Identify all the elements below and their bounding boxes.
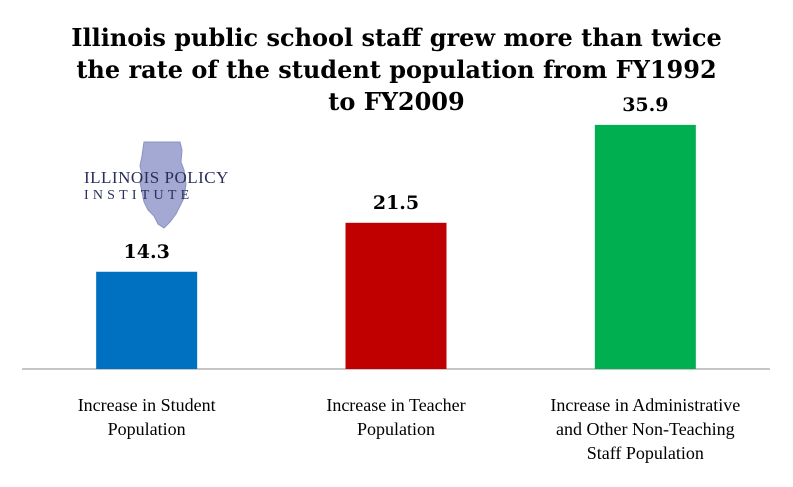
value-labels-group: 14.3 21.5 35.9 <box>124 94 669 263</box>
logo-text-line-2: INSTITUTE <box>84 188 194 203</box>
chart-title-line-3: to FY2009 <box>328 87 465 116</box>
category-label-1-line-2: Population <box>108 419 186 439</box>
chart-title: Illinois public school staff grew more t… <box>0 22 793 118</box>
category-label-2-line-1: Increase in Teacher <box>326 395 465 415</box>
category-label-1-line-1: Increase in Student <box>78 395 216 415</box>
value-label-2: 21.5 <box>373 192 419 214</box>
bars-group <box>96 124 696 369</box>
illinois-state-icon <box>139 141 187 229</box>
category-label-2-line-2: Population <box>357 419 435 439</box>
category-labels-group: Increase in Student Population Increase in… <box>78 395 741 463</box>
category-label-3-line-2: and Other Non-Teaching <box>556 419 735 439</box>
category-label-3-line-3: Staff Population <box>587 443 704 463</box>
chart-title-line-1: Illinois public school staff grew more t… <box>71 23 722 52</box>
category-label-3-line-1: Increase in Administrative <box>550 395 740 415</box>
value-label-1: 14.3 <box>124 241 170 263</box>
logo-text-line-1: ILLINOIS POLICY <box>84 168 229 187</box>
value-label-3: 35.9 <box>622 94 668 116</box>
bar-2 <box>345 222 447 369</box>
chart-title-line-2: the rate of the student population from … <box>76 55 717 84</box>
bar-1 <box>96 271 198 369</box>
bar-3 <box>594 124 696 369</box>
illinois-policy-institute-logo: ILLINOIS POLICY INSTITUTE <box>78 140 238 232</box>
